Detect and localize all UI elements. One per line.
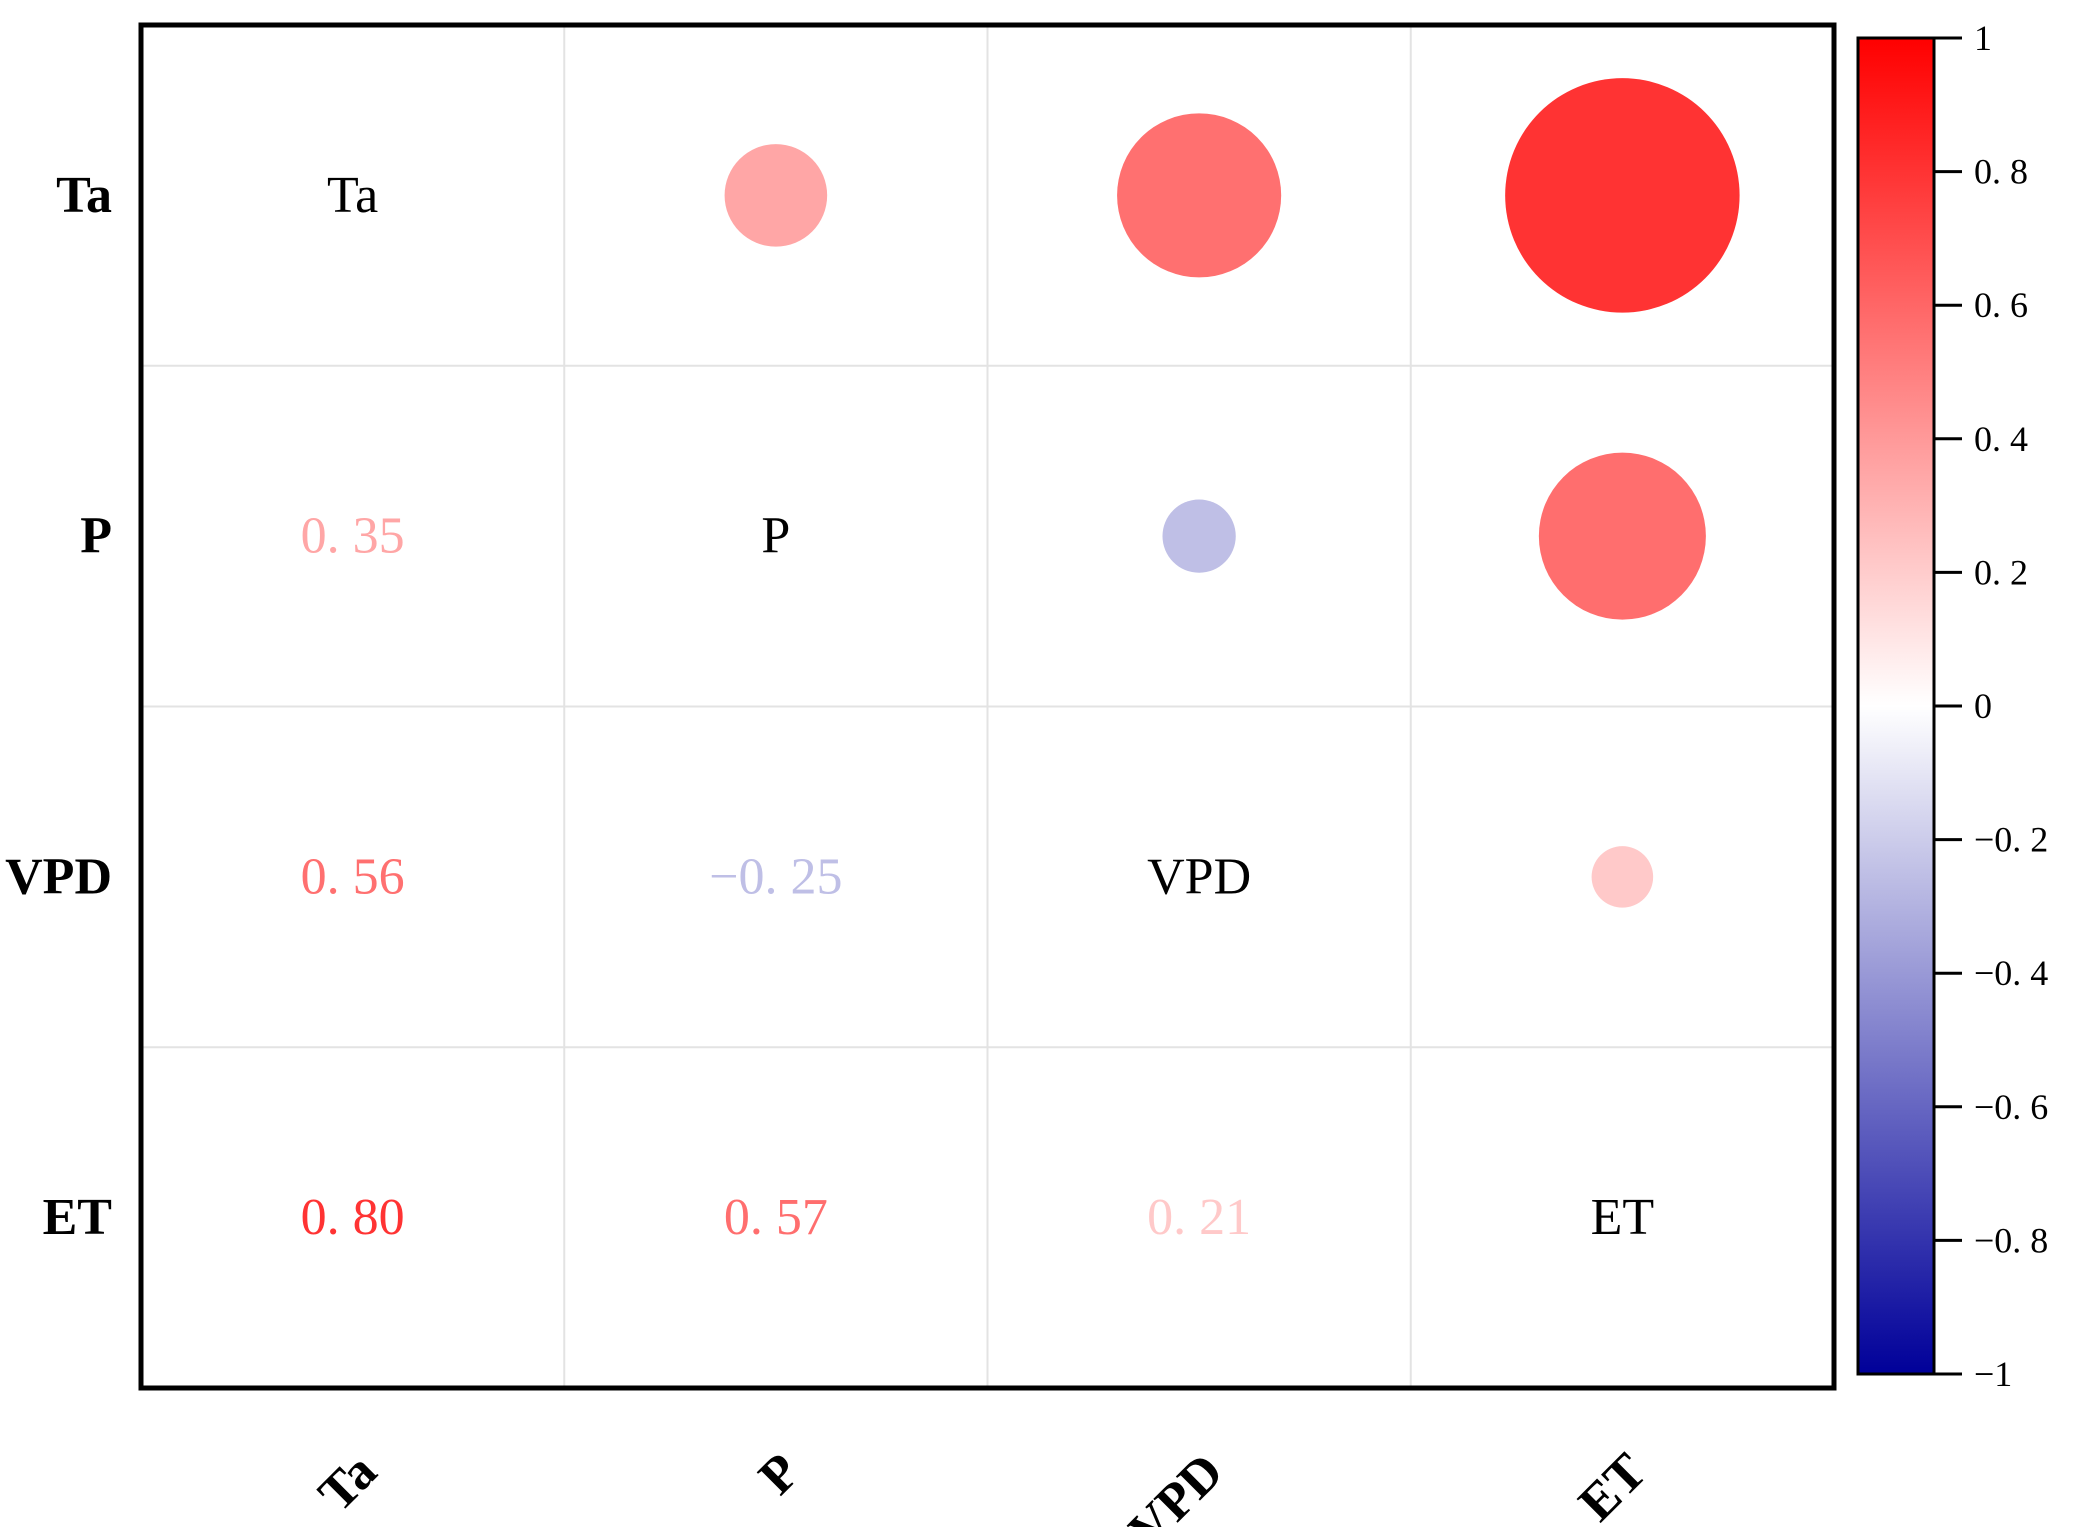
colorbar: 1 0. 8 0. 6 0. 4 0. 2 0 −0. 2 −0. 4 −0. 6 −0. 8 −1 (1856, 18, 2048, 1394)
row-label: ET (43, 1189, 112, 1246)
column-label: VPD (1118, 1443, 1234, 1527)
row-label: P (80, 508, 112, 565)
row-labels: Ta P VPD ET (5, 167, 112, 1246)
colorbar-tick-label: 0. 4 (1974, 419, 2028, 459)
correlation-value: 0. 56 (301, 848, 405, 905)
colorbar-tick-label: −0. 4 (1974, 953, 2048, 993)
colorbar-tick-label: 0. 8 (1974, 152, 2028, 192)
correlation-circle (1505, 78, 1740, 313)
correlation-circle (1162, 499, 1236, 573)
correlation-value: 0. 80 (301, 1189, 405, 1246)
row-label: Ta (56, 167, 112, 224)
matrix-cells: Ta 0. 35 P 0. 56 −0. 25 VPD 0. 80 0. 57 0. 21 ET (301, 78, 1740, 1246)
grid-lines (141, 25, 1834, 1388)
diagonal-label: Ta (327, 167, 378, 224)
correlation-circle (724, 144, 828, 247)
colorbar-tick-label: 0. 6 (1974, 285, 2028, 325)
colorbar-tick-label: −1 (1974, 1354, 2012, 1394)
diagonal-label: VPD (1147, 848, 1251, 905)
correlation-circle (1538, 452, 1706, 620)
diagonal-label: ET (1591, 1189, 1655, 1246)
colorbar-tick-label: −0. 2 (1974, 820, 2048, 860)
colorbar-tick-label: −0. 8 (1974, 1220, 2048, 1260)
correlation-value: 0. 35 (301, 508, 405, 565)
plot-frame (138, 22, 1837, 1391)
colorbar-gradient (1856, 36, 1936, 1376)
column-label: Ta (308, 1443, 388, 1523)
correlation-value: 0. 21 (1147, 1189, 1251, 1246)
correlation-value: −0. 25 (709, 848, 842, 905)
colorbar-tick-label: 0 (1974, 686, 1992, 726)
correlation-value: 0. 57 (724, 1189, 828, 1246)
column-labels: Ta P VPD ET (308, 1443, 1658, 1527)
colorbar-tick-label: 1 (1974, 18, 1992, 58)
diagonal-label: P (761, 508, 790, 565)
column-label: P (748, 1443, 811, 1506)
correlation-circle (1117, 113, 1282, 278)
colorbar-tick-label: 0. 2 (1974, 552, 2028, 592)
correlation-circle (1591, 846, 1654, 908)
colorbar-tick-label: −0. 6 (1974, 1087, 2048, 1127)
column-label: ET (1568, 1443, 1657, 1527)
row-label: VPD (5, 848, 112, 905)
